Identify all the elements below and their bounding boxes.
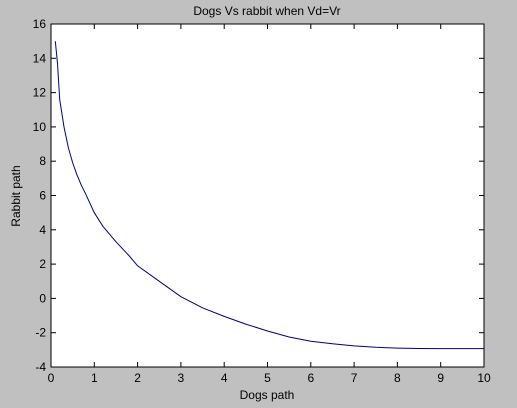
x-tick-label: 2	[134, 371, 141, 385]
chart-title: Dogs Vs rabbit when Vd=Vr	[193, 4, 340, 18]
x-tick-label: 4	[221, 371, 228, 385]
y-tick-label: 10	[33, 120, 47, 134]
x-tick-label: 7	[351, 371, 358, 385]
x-axis-label: Dogs path	[240, 388, 295, 402]
y-tick-label: 14	[33, 51, 47, 65]
x-tick-label: 1	[91, 371, 98, 385]
x-tick-label: 0	[48, 371, 55, 385]
x-tick-label: 9	[437, 371, 444, 385]
y-tick-label: 12	[33, 86, 47, 100]
y-tick-label: 8	[39, 154, 46, 168]
x-tick-label: 5	[264, 371, 271, 385]
x-tick-label: 6	[307, 371, 314, 385]
y-tick-label: 2	[39, 257, 46, 271]
x-tick-label: 3	[178, 371, 185, 385]
y-tick-label: 6	[39, 189, 46, 203]
x-tick-label: 10	[477, 371, 491, 385]
y-tick-label: -4	[35, 360, 46, 374]
y-tick-label: 4	[39, 223, 46, 237]
y-tick-label: 16	[33, 17, 47, 31]
x-tick-label: 8	[394, 371, 401, 385]
y-tick-label: 0	[39, 291, 46, 305]
y-axis-label: Rabbit path	[9, 165, 23, 226]
y-tick-label: -2	[35, 326, 46, 340]
plot-area	[51, 24, 484, 367]
